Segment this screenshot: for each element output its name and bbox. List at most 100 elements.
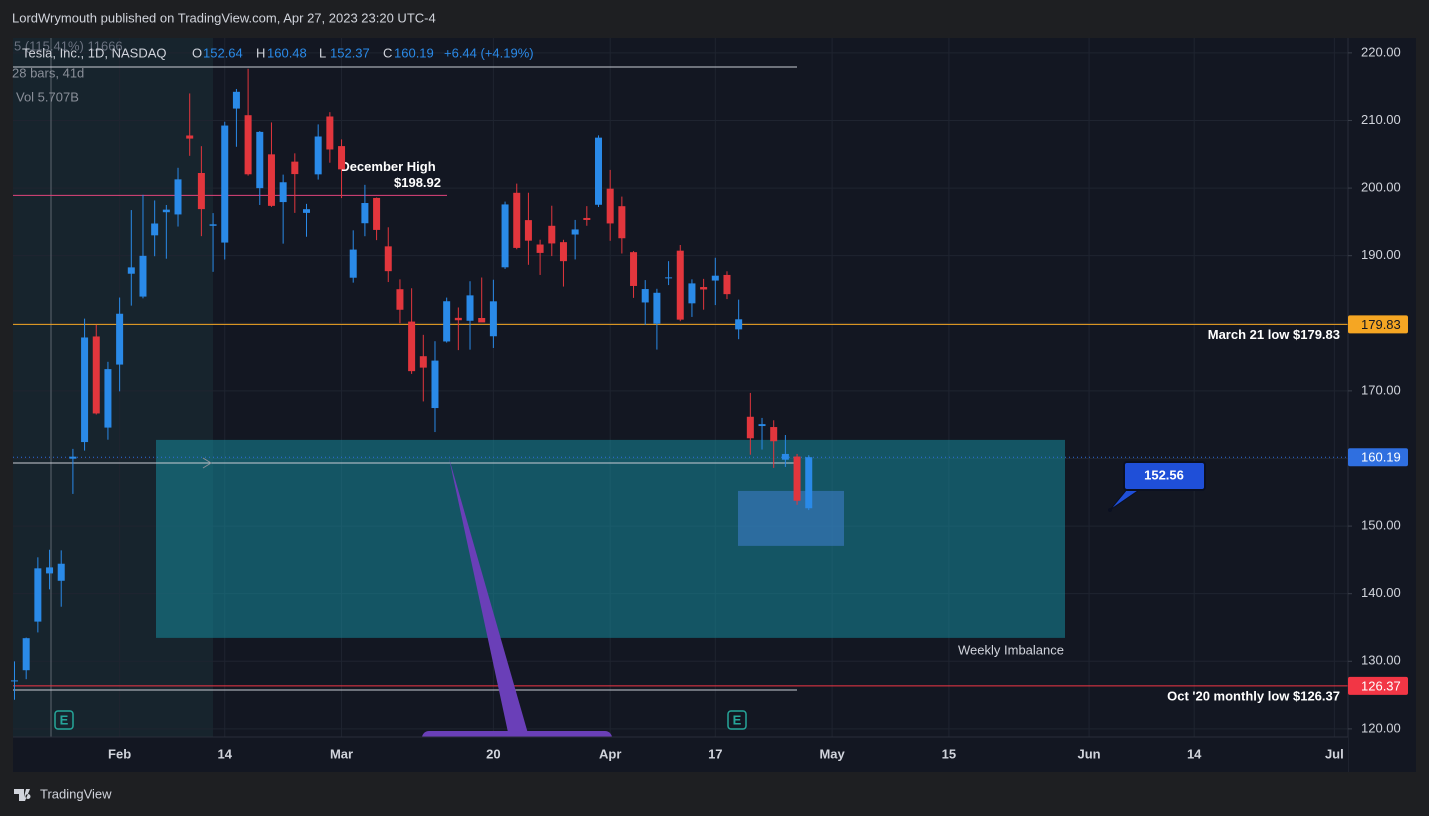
candle-body [209,224,217,226]
candle-body [431,360,439,409]
level-label: December High [340,159,435,174]
publisher-header: LordWrymouth published on TradingView.co… [12,10,436,25]
zone [156,439,1065,638]
candle-body [583,217,591,220]
candle-body [513,192,521,248]
y-tick-label: 120.00 [1361,720,1401,735]
legend-value: 152.64 [203,45,243,60]
candle-body [139,255,147,297]
price-axis [1348,38,1416,772]
bars-label: 28 bars, 41d [12,65,84,80]
measure-label: 5 (115.41%) 11666 [14,38,123,53]
callout-box [1123,461,1206,491]
price-badge [1348,448,1408,467]
x-tick-label: Mar [330,746,353,761]
earnings-label: E [60,712,69,727]
candle-body [641,289,649,303]
legend-key: H [256,45,265,60]
earnings-icon [54,710,74,730]
zones: Weekly Imbalance [156,439,1065,657]
candle-body [22,638,30,671]
price-badge [1348,676,1408,695]
candle-body [478,318,486,323]
earnings-label: E [733,712,742,727]
levels: December High$198.92 March 21 low $179.83… [13,159,1348,703]
x-tick-label: 17 [708,746,722,761]
candle-body [256,131,264,189]
legend-key: C [383,45,392,60]
x-tick-label: 14 [218,746,233,761]
price-badge-label: 179.83 [1361,317,1401,332]
candle-body [162,209,170,213]
symbol-label: Tesla, Inc., 1D, NASDAQ [22,45,167,60]
level-label: March 21 low $179.83 [1208,327,1340,342]
candle-body [396,289,404,310]
legend-value: 152.37 [330,45,370,60]
candle-body [630,252,638,286]
earnings-icon [727,710,747,730]
candle-body [326,116,334,150]
candle-body [232,91,240,109]
candle-body [92,336,100,414]
y-tick-label: 190.00 [1361,247,1401,262]
brand-name: TradingView [40,786,112,801]
level-sublabel: $198.92 [394,175,441,190]
candle-body [746,416,754,439]
candle-body [46,567,54,574]
candle-body [408,321,416,372]
candle-body [104,369,112,428]
legend-key: L [319,45,326,60]
candle-body [606,188,614,224]
candle-body [723,274,731,295]
y-tick-label: 150.00 [1361,518,1401,533]
logo [14,789,31,801]
candle-body [81,337,89,443]
y-tick-label: 200.00 [1361,180,1401,195]
x-tick-label: Jul [1325,746,1344,761]
candle-body [267,154,275,206]
candle-body [688,283,696,304]
y-tick-label: 170.00 [1361,382,1401,397]
candle-body [501,204,509,268]
legend-value: 160.19 [394,45,434,60]
candle-body [197,173,205,210]
price-badge-label: 160.19 [1361,450,1401,465]
candle-body [770,427,778,442]
branding: TradingView [14,786,112,801]
candle-body [653,292,661,324]
y-tick-label: 140.00 [1361,585,1401,600]
candle-body [314,136,322,175]
candle-body [781,453,789,460]
x-tick-label: Jun [1077,746,1100,761]
candle-body [338,146,346,170]
candle-body [116,313,124,365]
candle-body [805,457,813,509]
volume-label: Vol 5.707B [16,89,79,104]
candle-body [758,424,766,427]
candle-body [361,203,369,224]
candle-body [676,250,684,320]
price-badge-label: 126.37 [1361,678,1401,693]
candle-body [11,680,18,682]
candle-body [595,137,602,205]
x-tick-label: Apr [599,746,621,761]
candle-body [151,223,159,236]
candle-body [303,209,310,213]
candle-body [571,229,579,235]
candle-body [69,456,77,459]
callout-label: 152.56 [1144,467,1184,482]
candle-body [443,301,451,342]
candle-body [618,206,626,239]
callout-dot [1108,508,1112,512]
zone [738,490,844,546]
candle-body [524,220,532,241]
change-label: +6.44 (+4.19%) [444,45,534,60]
candle-body [665,277,673,279]
x-tick-label: May [819,746,845,761]
measure-arrow [202,457,212,469]
candle-body [221,125,229,243]
candles [11,68,813,700]
candle-body [244,115,252,175]
x-tick-label: 20 [486,746,500,761]
y-tick-label: 130.00 [1361,653,1401,668]
